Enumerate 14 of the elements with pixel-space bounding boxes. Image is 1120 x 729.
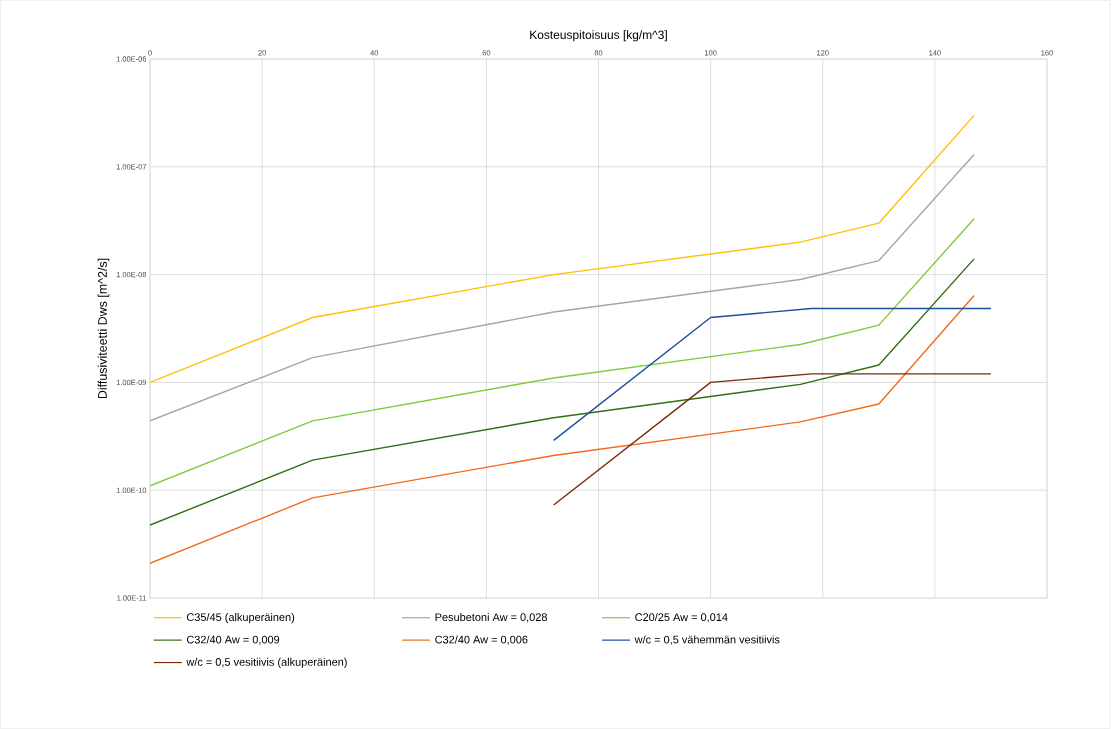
- legend-label: C35/45 (alkuperäinen): [186, 612, 295, 624]
- x-axis-title: Kosteuspitoisuus [kg/m^3]: [530, 30, 667, 42]
- line-series: [150, 114, 975, 384]
- legend-label: C32/40 Aw = 0,009: [186, 635, 280, 645]
- legend-label: w/c = 0,5 vähemmän vesitiivis: [634, 635, 780, 645]
- y-axis-title: Diffusiviteetti Dws [m^2/s]: [97, 258, 110, 399]
- legend-label: w/c = 0,5 vesitiivis (alkuperäinen): [186, 657, 347, 669]
- line-series: [150, 153, 975, 422]
- line-series: [150, 218, 975, 487]
- legend-label: C20/25 Aw = 0,014: [635, 612, 728, 623]
- line-series: [150, 258, 975, 526]
- legend-label: C32/40 Aw = 0,006: [435, 635, 528, 645]
- line-series: [150, 294, 975, 564]
- legend-label: Pesubetoni Aw = 0,028: [435, 612, 547, 623]
